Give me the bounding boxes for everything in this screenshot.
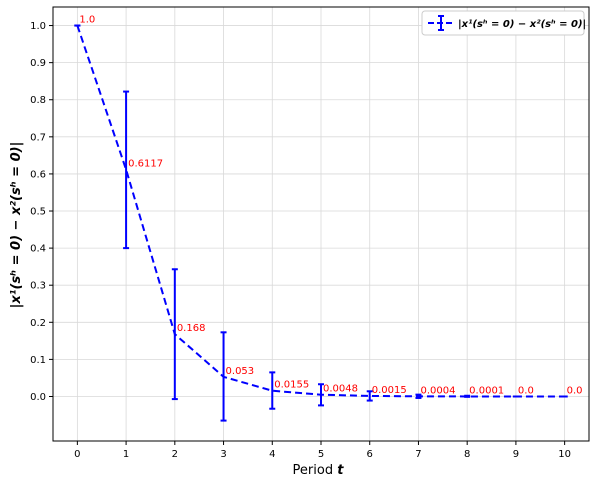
legend-label: |x¹(sʰ = 0) − x²(sʰ = 0)| <box>458 19 586 30</box>
x-tick-label: 4 <box>269 449 275 460</box>
y-tick-label: 0.4 <box>30 244 46 255</box>
data-label: 0.0004 <box>420 385 455 396</box>
data-label: 0.053 <box>226 366 255 377</box>
data-label: 0.0001 <box>469 385 504 396</box>
x-axis-label-variable: t <box>337 463 344 478</box>
x-tick-label: 3 <box>220 449 226 460</box>
x-axis-label: Period t <box>293 463 345 478</box>
y-tick-label: 0.9 <box>30 58 46 69</box>
x-tick-label: 1 <box>123 449 129 460</box>
y-tick-label: 0.7 <box>30 132 46 143</box>
data-label: 0.0015 <box>372 385 407 396</box>
y-tick-label: 0.8 <box>30 95 46 106</box>
data-labels: 1.0 0.6117 0.168 0.053 0.0155 0.0048 0.0015 0.0… <box>79 15 582 397</box>
legend-box <box>421 10 585 36</box>
data-label: 0.0048 <box>323 384 358 395</box>
x-axis-label-prefix: Period <box>293 463 334 478</box>
x-ticks: 0 1 2 3 4 5 6 7 8 9 10 <box>74 441 571 460</box>
x-tick-label: 6 <box>367 449 373 460</box>
y-tick-label: 0.5 <box>30 207 46 218</box>
x-tick-label: 5 <box>318 449 324 460</box>
data-label: 0.0 <box>518 385 534 396</box>
x-tick-label: 9 <box>513 449 519 460</box>
x-tick-label: 2 <box>172 449 178 460</box>
grid <box>53 7 589 441</box>
y-tick-label: 0.6 <box>30 169 46 180</box>
data-label: 0.0 <box>567 385 583 396</box>
data-label: 0.0155 <box>274 380 309 391</box>
data-label: 0.168 <box>177 323 206 334</box>
x-tick-label: 10 <box>558 449 571 460</box>
x-tick-label: 8 <box>464 449 470 460</box>
data-label: 0.6117 <box>128 159 163 170</box>
y-tick-label: 0.1 <box>30 355 46 366</box>
y-tick-label: 0.3 <box>30 281 46 292</box>
y-ticks: 0.0 0.1 0.2 0.3 0.4 0.5 0.6 0.7 0.8 0.9 1.0 <box>30 21 53 403</box>
series-line <box>76 25 565 398</box>
series-line-group <box>76 25 565 398</box>
y-tick-label: 0.2 <box>30 318 46 329</box>
y-tick-label: 0.0 <box>30 392 46 403</box>
x-tick-label: 0 <box>74 449 80 460</box>
x-tick-label: 7 <box>415 449 421 460</box>
legend: |x¹(sʰ = 0) − x²(sʰ = 0)| <box>421 10 586 36</box>
data-label: 1.0 <box>79 15 95 26</box>
y-tick-label: 1.0 <box>30 21 46 32</box>
y-axis-label: |x¹(sʰ = 0) − x²(sʰ = 0)| <box>9 142 24 309</box>
